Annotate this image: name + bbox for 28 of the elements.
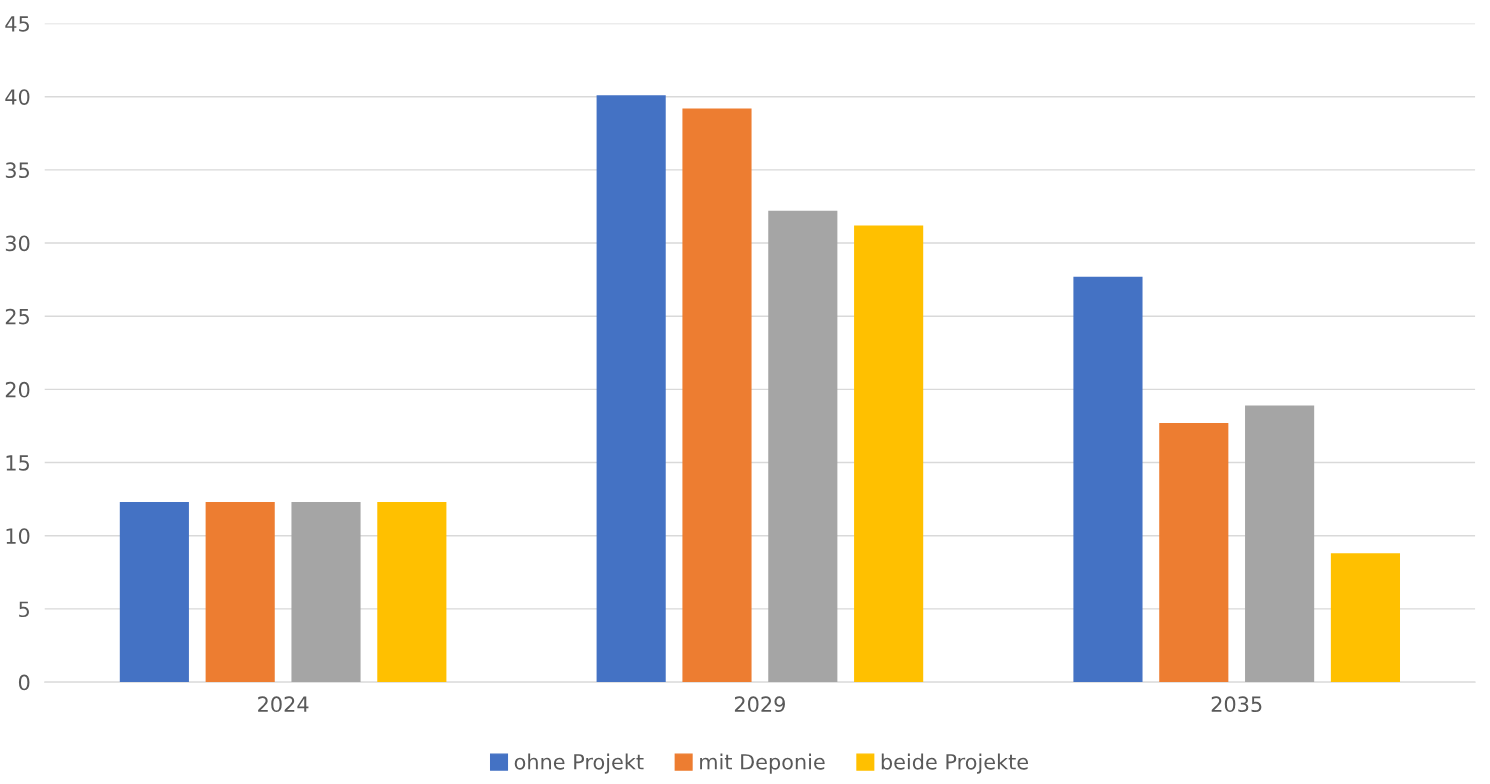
bar: [1245, 405, 1315, 683]
y-tick-label: 45: [5, 16, 29, 32]
legend-label: mit Deponie: [700, 753, 825, 774]
y-tick-label: 5: [19, 601, 29, 618]
bar: [119, 502, 189, 683]
x-tick-label: 2035: [1211, 696, 1262, 713]
bar: [596, 95, 666, 683]
bar: [854, 225, 924, 683]
y-tick-label: 10: [6, 528, 30, 544]
bar: [291, 502, 361, 683]
bar: [1073, 276, 1143, 683]
bar: [682, 108, 752, 683]
bar: [1159, 423, 1229, 683]
x-tick-label: 2029: [734, 696, 785, 713]
y-tick-label: 20: [5, 381, 30, 398]
y-tick-label: 30: [5, 235, 30, 252]
y-tick-label: 35: [5, 162, 29, 179]
bar: [1330, 553, 1400, 683]
bar: [205, 502, 275, 683]
legend-label: ohne Projekt: [514, 753, 644, 774]
y-tick-label: 25: [5, 308, 29, 325]
bar: [377, 502, 447, 683]
bar: [768, 210, 838, 683]
y-tick-label: 15: [6, 455, 29, 471]
x-tick-label: 2024: [258, 696, 309, 713]
y-tick-label: 40: [5, 89, 30, 105]
y-tick-label: 0: [18, 674, 30, 691]
legend-label: beide Projekte: [881, 753, 1028, 774]
